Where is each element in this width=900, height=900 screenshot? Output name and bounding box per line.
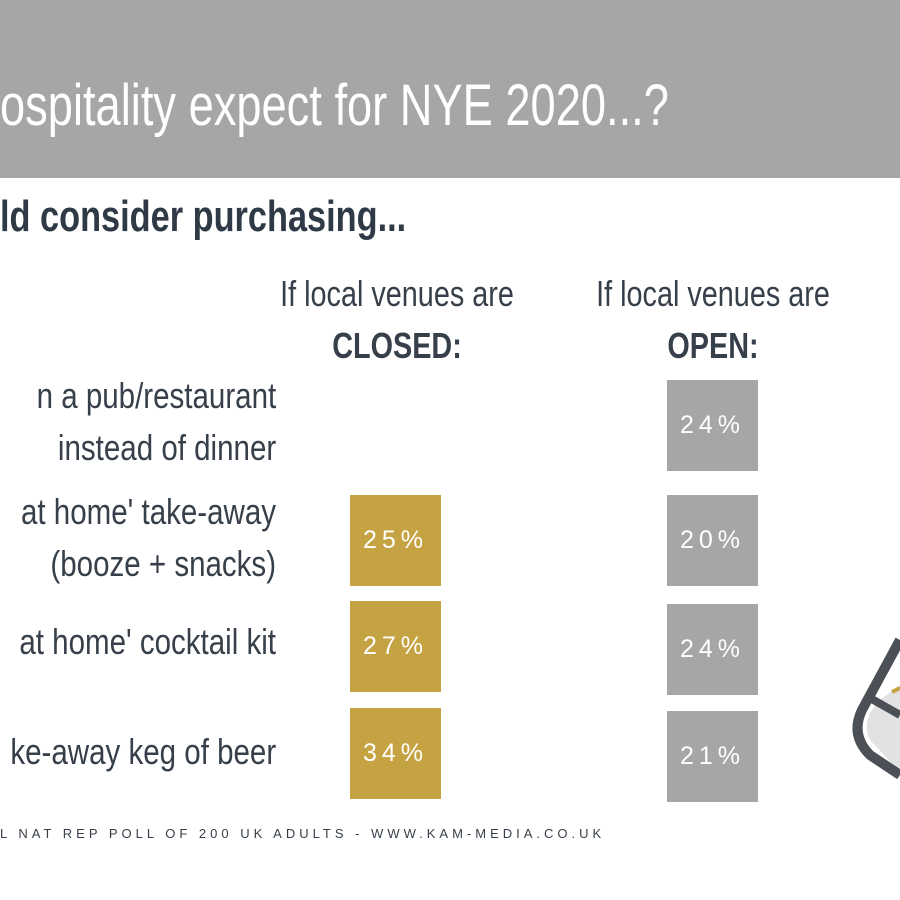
column-header-line: If local venues are (596, 273, 830, 314)
column-header-line: If local venues are (280, 273, 514, 314)
column-header-status: OPEN: (667, 325, 759, 366)
column-header-status: CLOSED: (332, 325, 462, 366)
open-value-box: 20% (667, 495, 758, 586)
column-header-open: If local venues are OPEN: (593, 268, 833, 372)
open-value-box: 24% (667, 604, 758, 695)
column-header-closed: If local venues are CLOSED: (277, 268, 517, 372)
row-label: ke-away keg of beer (10, 731, 276, 772)
subtitle: ld consider purchasing... (0, 192, 407, 241)
footer-source: L NAT REP POLL OF 200 UK ADULTS - WWW.KA… (0, 826, 606, 841)
row-label: at home' cocktail kit (19, 621, 276, 662)
closed-value-box: 34% (350, 708, 441, 799)
open-value-box: 24% (667, 380, 758, 471)
closed-value-box: 25% (350, 495, 441, 586)
row-label: n a pub/restaurant instead of dinner (36, 375, 277, 468)
title-band (0, 0, 900, 178)
open-value-box: 21% (667, 711, 758, 802)
page-title: ospitality expect for NYE 2020...? (0, 73, 669, 138)
closed-value-box: 27% (350, 601, 441, 692)
row-label: at home' take-away (booze + snacks) (20, 491, 276, 584)
take-away-cup-icon (852, 637, 900, 780)
